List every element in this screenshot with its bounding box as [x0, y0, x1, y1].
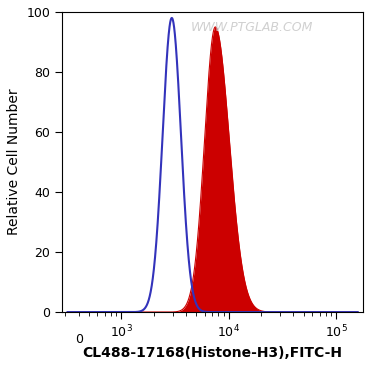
Text: 0: 0 [75, 333, 83, 346]
X-axis label: CL488-17168(Histone-H3),FITC-H: CL488-17168(Histone-H3),FITC-H [83, 346, 343, 360]
Text: WWW.PTGLAB.COM: WWW.PTGLAB.COM [191, 21, 313, 34]
Y-axis label: Relative Cell Number: Relative Cell Number [7, 89, 21, 235]
